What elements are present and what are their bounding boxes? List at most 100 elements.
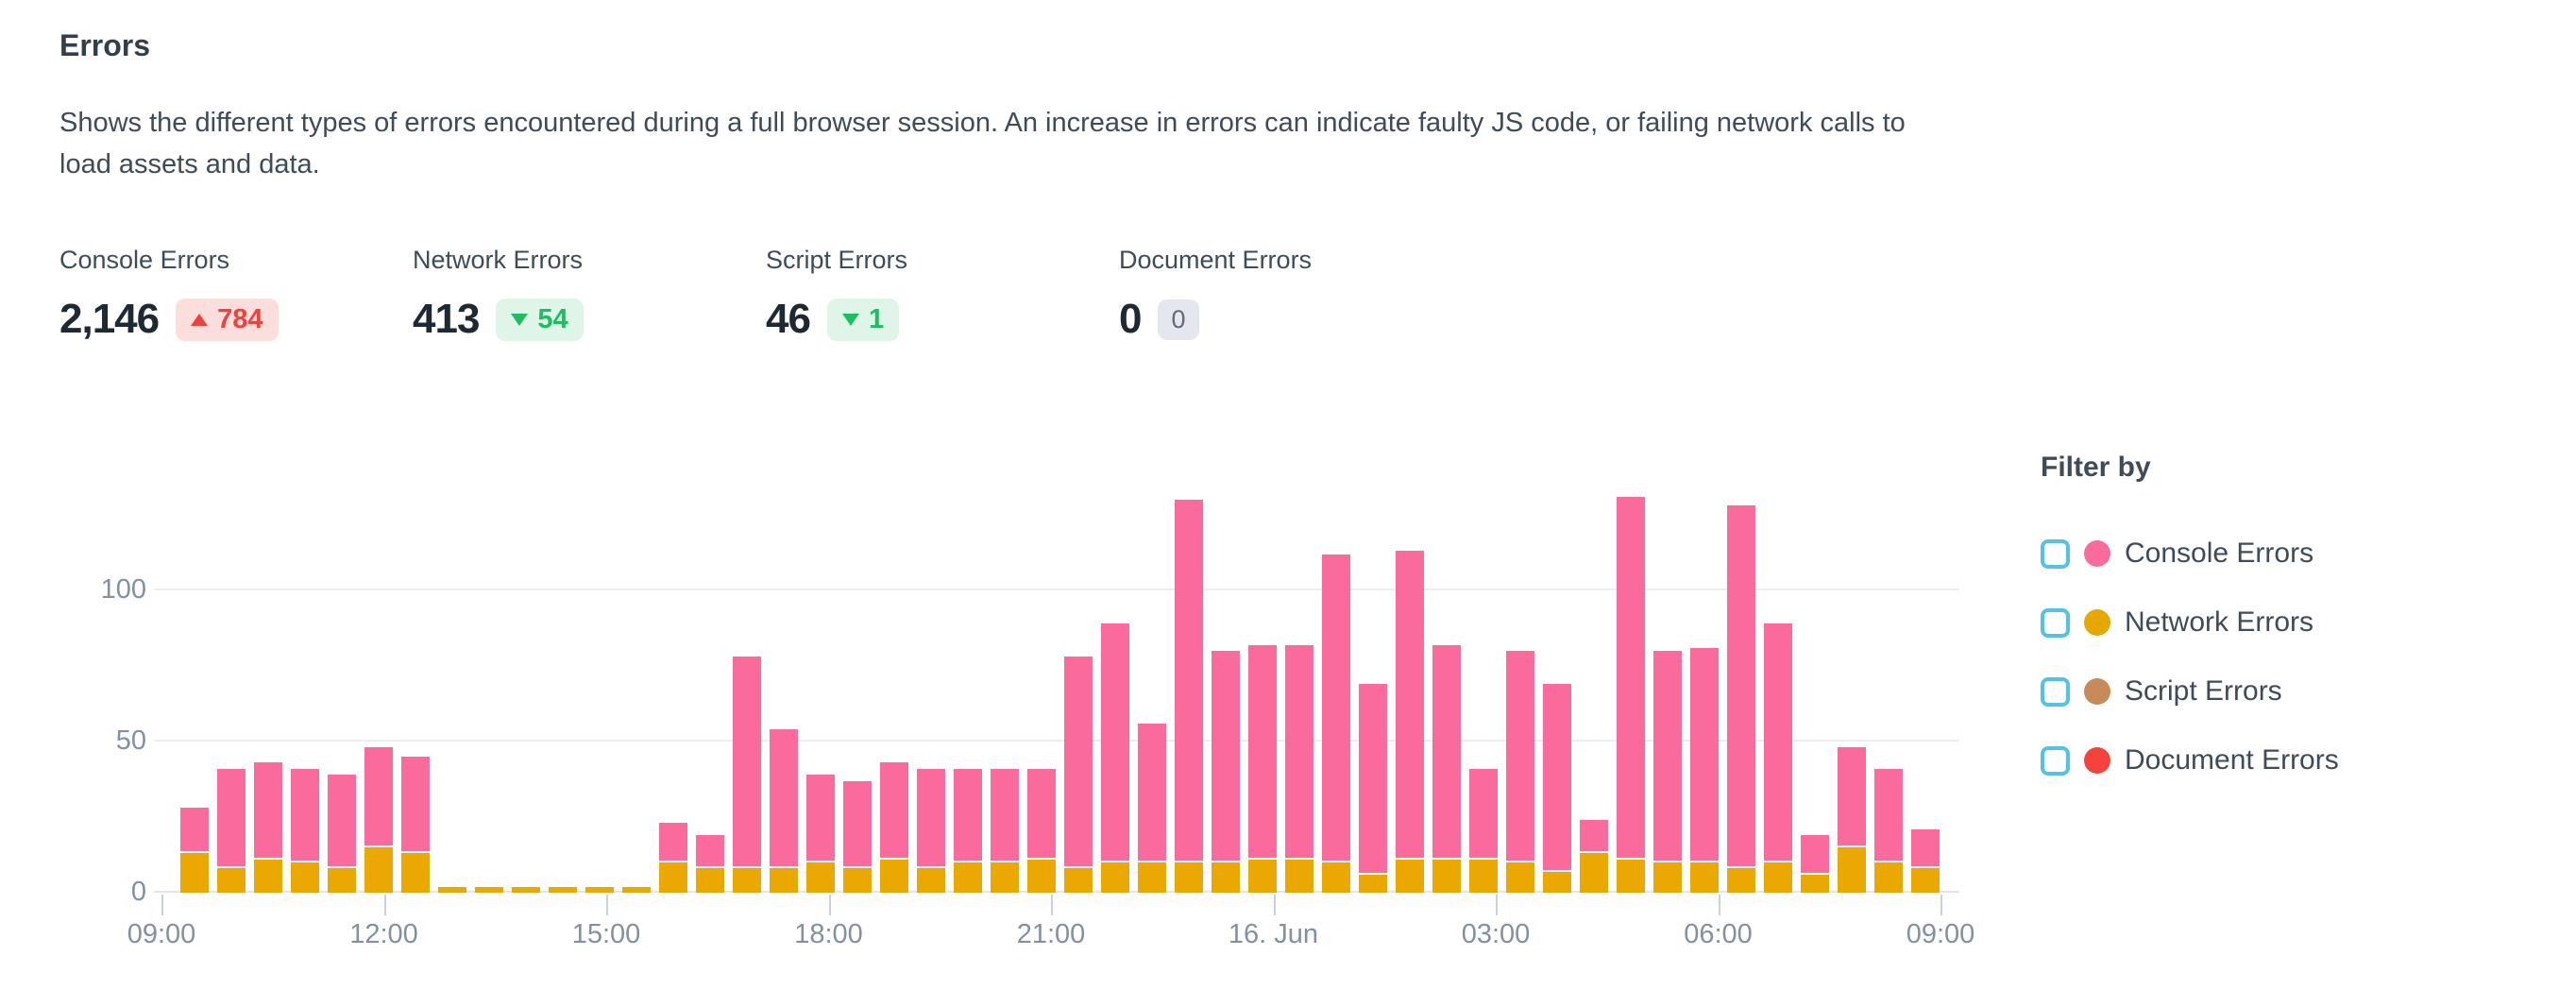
legend-item-console-errors[interactable]: Console Errors (2041, 533, 2339, 574)
bar-09:30[interactable] (180, 808, 209, 893)
stat-value: 2,146 (59, 296, 160, 342)
bar-segment-console-errors (1248, 644, 1277, 860)
bar-10:30[interactable] (254, 762, 282, 893)
x-tick-mark (1718, 895, 1720, 915)
bar-segment-console-errors (1653, 651, 1682, 862)
bar-08:30[interactable] (1874, 768, 1903, 893)
bar-17:30[interactable] (770, 729, 798, 893)
filter-checkbox-script-errors[interactable] (2041, 676, 2070, 707)
bar-segment-network-errors (1801, 874, 1829, 893)
bar-segment-network-errors (991, 862, 1019, 893)
bar-segment-console-errors (364, 747, 393, 847)
x-tick-mark (1051, 895, 1053, 915)
bar-segment-network-errors (1212, 862, 1240, 893)
bar-segment-console-errors (1212, 651, 1240, 862)
stat-card-console-errors: Console Errors 2,146 784 (59, 246, 413, 343)
bar-15:30[interactable] (622, 886, 651, 893)
bar-18:00[interactable] (806, 775, 835, 893)
bar-12:00[interactable] (364, 747, 393, 893)
stat-label: Network Errors (413, 246, 584, 274)
bar-03:30[interactable] (1506, 651, 1534, 893)
stat-card-network-errors: Network Errors 413 54 (413, 246, 766, 343)
bar-07:30[interactable] (1801, 835, 1829, 893)
x-tick-label: 06:00 (1684, 919, 1753, 949)
legend-item-document-errors[interactable]: Document Errors (2041, 740, 2339, 781)
bar-segment-console-errors (1617, 496, 1645, 860)
bar-14:00[interactable] (512, 886, 540, 893)
bar-21:30[interactable] (1064, 657, 1093, 893)
bar-20:00[interactable] (954, 768, 982, 893)
x-tick-label: 09:00 (1906, 919, 1975, 949)
bar-20:30[interactable] (991, 768, 1019, 893)
stat-delta-badge: 0 (1158, 299, 1199, 340)
bar-14:30[interactable] (549, 886, 577, 893)
bar-05:00[interactable] (1617, 496, 1645, 893)
bar-segment-network-errors (659, 862, 687, 893)
bar-segment-console-errors (1101, 623, 1129, 862)
legend-item-script-errors[interactable]: Script Errors (2041, 671, 2339, 712)
bar-segment-network-errors (1617, 859, 1645, 893)
bar-15:00[interactable] (585, 886, 614, 893)
stats-row: Console Errors 2,146 784 Network Errors … (59, 246, 1472, 343)
bar-16:00[interactable] (659, 823, 687, 893)
stat-value: 46 (766, 296, 811, 342)
bar-21:00[interactable] (1027, 768, 1056, 893)
bar-segment-network-errors (1653, 862, 1682, 893)
bar-11:30[interactable] (328, 775, 356, 893)
bar-07:00[interactable] (1764, 623, 1792, 893)
bar-11:00[interactable] (291, 768, 319, 893)
bar-segment-console-errors (1911, 828, 1940, 869)
arrow-down-icon (841, 313, 859, 326)
bar-segment-network-errors (1396, 859, 1424, 893)
bar-segment-network-errors (1838, 847, 1866, 893)
bar-05:30[interactable] (1653, 651, 1682, 893)
x-tick-label: 16. Jun (1228, 919, 1319, 949)
bar-segment-network-errors (1027, 859, 1056, 893)
x-tick-label: 18:00 (794, 919, 863, 949)
bar-17:00[interactable] (733, 657, 761, 893)
bar-segment-console-errors (328, 775, 356, 869)
bar-12:30[interactable] (401, 757, 430, 893)
gridline-y-50 (154, 740, 1959, 742)
bar-16:30[interactable] (696, 835, 724, 893)
filter-checkbox-network-errors[interactable] (2041, 607, 2070, 638)
bar-23:30[interactable] (1212, 651, 1240, 893)
bar-04:30[interactable] (1580, 820, 1608, 893)
bar-22:30[interactable] (1138, 723, 1166, 893)
bar-23:00[interactable] (1175, 500, 1203, 893)
bar-04:00[interactable] (1543, 684, 1571, 893)
bar-segment-network-errors (1322, 862, 1350, 893)
filter-checkbox-console-errors[interactable] (2041, 538, 2070, 569)
bar-segment-console-errors (1469, 768, 1498, 860)
bar-02:30[interactable] (1432, 644, 1461, 893)
bar-00:30[interactable] (1285, 644, 1313, 893)
bar-segment-network-errors (954, 862, 982, 893)
bar-02:00[interactable] (1396, 551, 1424, 893)
bar-segment-network-errors (880, 859, 908, 893)
bar-13:30[interactable] (475, 886, 503, 893)
bar-19:30[interactable] (917, 768, 945, 893)
bar-segment-network-errors (1064, 868, 1093, 893)
bar-08:00[interactable] (1838, 747, 1866, 893)
bar-18:30[interactable] (843, 780, 872, 893)
bar-segment-console-errors (1432, 644, 1461, 860)
bar-03:00[interactable] (1469, 768, 1498, 893)
bar-19:00[interactable] (880, 762, 908, 893)
bar-01:00[interactable] (1322, 554, 1350, 893)
bar-06:00[interactable] (1690, 647, 1719, 893)
bar-22:00[interactable] (1101, 623, 1129, 893)
bar-13:00[interactable] (438, 886, 466, 893)
bar-06:30[interactable] (1727, 505, 1755, 893)
bar-10:00[interactable] (217, 768, 246, 893)
bar-segment-network-errors (328, 868, 356, 893)
legend-item-label: Network Errors (2125, 606, 2314, 638)
legend-item-network-errors[interactable]: Network Errors (2041, 602, 2339, 643)
filter-checkbox-document-errors[interactable] (2041, 745, 2070, 776)
bar-segment-network-errors (843, 868, 872, 893)
x-axis-labels: 09:00 12:00 15:00 18:00 21:00 16. Jun 03:00 06:… (127, 893, 1974, 959)
bar-segment-network-errors (1359, 874, 1387, 893)
bar-00:00[interactable] (1248, 644, 1277, 893)
bar-segment-network-errors (917, 868, 945, 893)
bar-09:00[interactable] (1911, 828, 1940, 893)
bar-01:30[interactable] (1359, 684, 1387, 893)
